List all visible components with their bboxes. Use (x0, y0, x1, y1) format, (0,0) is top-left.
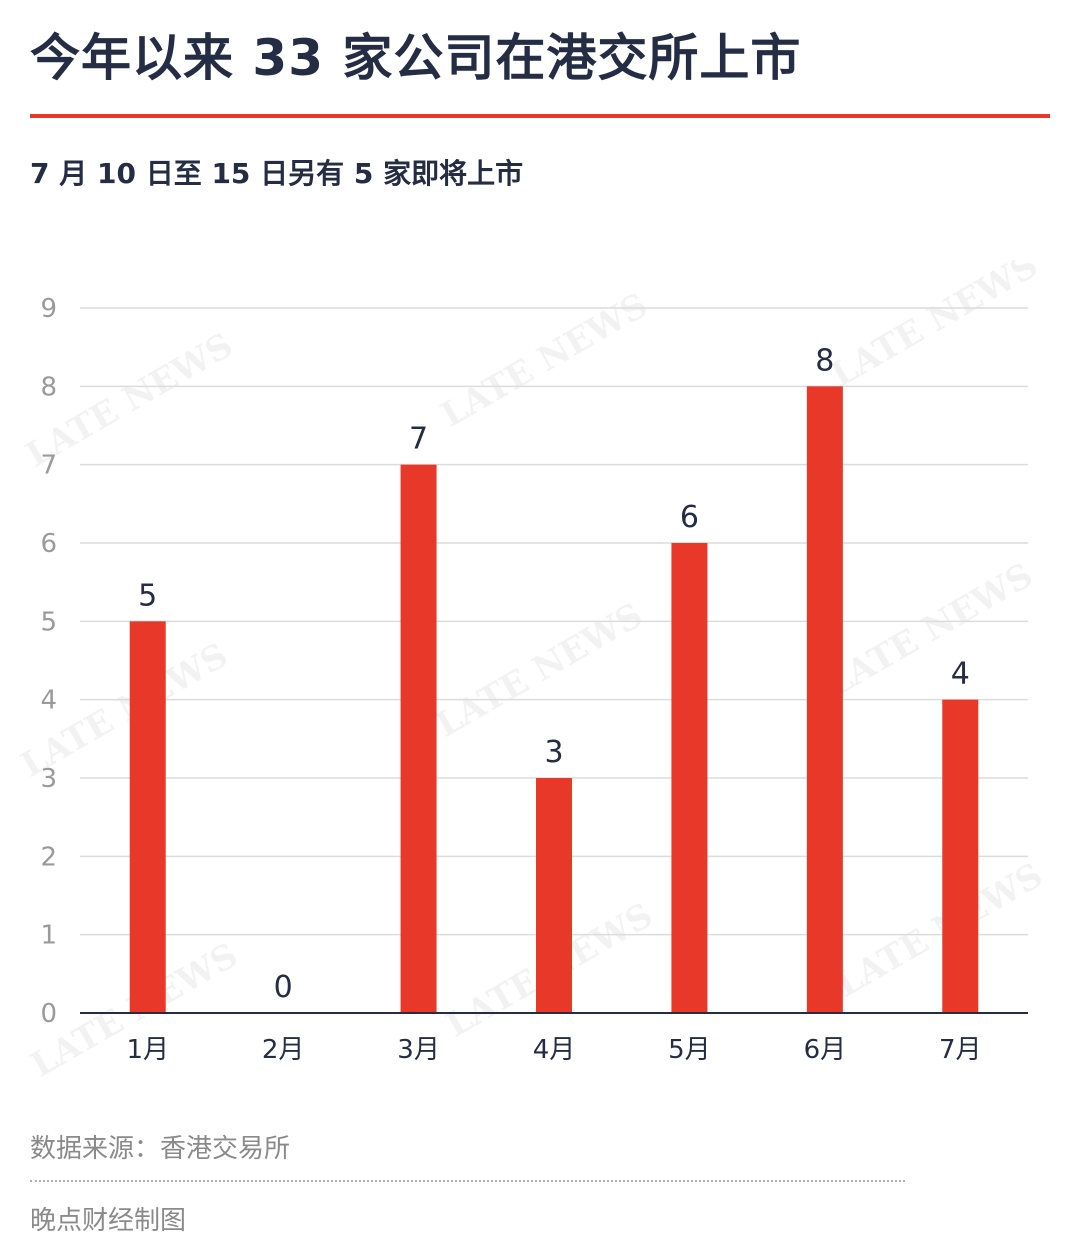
bar-value-label: 4 (951, 657, 970, 692)
title-divider (30, 114, 1050, 118)
bar-value-label: 8 (815, 343, 834, 378)
bar (671, 543, 708, 1013)
page-subtitle: 7 月 10 日至 15 日另有 5 家即将上市 (30, 157, 524, 190)
bar-value-label: 5 (138, 578, 157, 613)
bar (536, 778, 572, 1013)
page-title: 今年以来 33 家公司在港交所上市 (30, 29, 802, 87)
y-tick-label: 6 (40, 529, 57, 559)
y-tick-label: 3 (40, 764, 57, 794)
x-tick-label: 5月 (668, 1035, 711, 1065)
bar-value-label: 0 (274, 970, 293, 1005)
footer-divider (30, 1180, 905, 1182)
bar-value-label: 7 (409, 422, 428, 457)
watermark-text: LATE NEWS (819, 555, 1039, 705)
y-tick-label: 9 (40, 294, 57, 324)
bar (806, 386, 843, 1013)
y-tick-label: 4 (40, 686, 57, 716)
bar (400, 464, 437, 1013)
bar-data-labels: 5 0 7 3 6 8 4 (138, 343, 970, 1005)
y-tick-label: 8 (40, 372, 57, 402)
watermark-text: LATE NEWS (829, 855, 1049, 1005)
data-source-note: 数据来源：香港交易所 (30, 1134, 291, 1164)
x-tick-label: 2月 (262, 1035, 305, 1065)
x-axis-ticks: 1月 2月 3月 4月 5月 6月 7月 (126, 1035, 981, 1065)
x-tick-label: 6月 (804, 1035, 847, 1065)
watermark-text: LATE NEWS (824, 260, 1044, 396)
x-tick-label: 4月 (533, 1035, 576, 1065)
y-tick-label: 7 (40, 451, 57, 481)
bar-value-label: 6 (680, 500, 699, 535)
x-tick-label: 1月 (126, 1035, 169, 1065)
watermark-text: LATE NEWS (429, 595, 649, 745)
bar (129, 621, 166, 1013)
chart-credit: 晚点财经制图 (30, 1206, 187, 1236)
x-tick-label: 3月 (397, 1035, 440, 1065)
y-tick-label: 1 (40, 921, 57, 951)
bar-value-label: 3 (544, 735, 563, 770)
y-tick-label: 0 (40, 999, 57, 1029)
y-axis-ticks: 0 1 2 3 4 5 6 7 8 9 (40, 294, 57, 1029)
chart-bars (129, 386, 979, 1013)
bar (942, 699, 979, 1013)
y-tick-label: 5 (40, 607, 57, 637)
x-tick-label: 7月 (939, 1035, 982, 1065)
y-tick-label: 2 (40, 842, 57, 872)
